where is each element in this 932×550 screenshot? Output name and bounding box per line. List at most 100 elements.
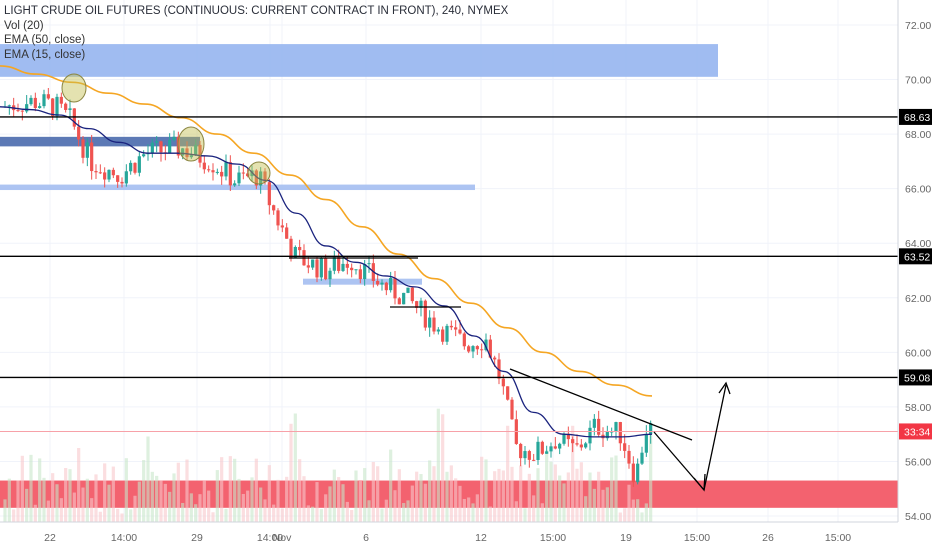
candle-body (462, 333, 466, 347)
volume-bar (532, 495, 536, 522)
volume-bar (181, 502, 185, 522)
candle-body (545, 451, 549, 454)
volume-bar (163, 483, 167, 522)
candle-body (523, 451, 527, 459)
x-tick-label: 15:00 (684, 532, 710, 544)
candle-body (350, 267, 354, 271)
volume-bar (215, 470, 219, 522)
x-tick-label: Nov (273, 532, 292, 544)
candle-body (363, 264, 367, 280)
x-tick-label: 14:00 (111, 532, 137, 544)
volume-bar (341, 484, 345, 522)
volume-bar (536, 468, 540, 522)
volume-bars (3, 408, 653, 522)
candle-body (454, 327, 458, 330)
price-label-box (899, 108, 932, 125)
zone (0, 136, 200, 147)
candle-body (432, 317, 436, 332)
volume-bar (142, 460, 146, 522)
volume-bar (194, 504, 198, 522)
x-tick-label: 15:00 (540, 532, 566, 544)
volume-bar (410, 485, 414, 522)
volume-bar (592, 488, 596, 522)
volume-bar (358, 481, 362, 522)
volume-bar (415, 471, 419, 522)
y-tick-label: 56.00 (905, 456, 931, 468)
volume-bar (202, 480, 206, 522)
candle-body (584, 443, 588, 448)
volume-bar (111, 466, 115, 522)
candle-body (532, 459, 536, 461)
chart-title: LIGHT CRUDE OIL FUTURES (CONTINUOUS: CUR… (4, 5, 509, 17)
candle-body (311, 259, 315, 268)
volume-bar (454, 478, 458, 522)
volume-bar (562, 483, 566, 522)
volume-bar (332, 469, 336, 522)
volume-bar (484, 459, 488, 522)
candle-body (406, 287, 410, 293)
candle-body (103, 172, 107, 180)
volume-bar (367, 500, 371, 522)
volume-bar (103, 463, 107, 522)
volume-bar (402, 503, 406, 522)
volume-bar (627, 484, 631, 522)
candle-body (415, 301, 419, 308)
volume-bar (293, 413, 297, 522)
candle-body (68, 108, 72, 110)
candle-body (198, 144, 202, 163)
candle-body (111, 169, 115, 176)
indicator-ema50[interactable]: EMA (50, close) (4, 34, 86, 46)
volume-bar (475, 494, 479, 522)
candle-body (85, 142, 89, 158)
volume-bar (298, 459, 302, 522)
volume-bar (159, 480, 163, 522)
candle-body (588, 427, 592, 444)
volume-bar (168, 491, 172, 522)
volume-bar (436, 408, 440, 522)
volume-bar (319, 509, 323, 522)
candle-body (640, 452, 644, 464)
volume-bar (363, 468, 367, 522)
volume-bar (233, 458, 237, 522)
volume-bar (150, 471, 154, 522)
volume-bar (68, 469, 72, 522)
volume-bar (42, 477, 46, 522)
volume-bar (610, 457, 614, 522)
y-tick-label: 60.00 (905, 347, 931, 359)
grid (0, 0, 898, 522)
zone (0, 480, 898, 508)
volume-bar (618, 512, 622, 522)
volume-bar (553, 464, 557, 522)
volume-bar (306, 505, 310, 522)
trend-line-resistance (509, 368, 693, 441)
axis-background (898, 0, 932, 550)
volume-bar (575, 468, 579, 522)
price-label-box (899, 423, 932, 440)
candle-body (55, 96, 59, 117)
indicator-vol[interactable]: Vol (20) (4, 19, 44, 32)
candle-body (527, 451, 531, 460)
price-label: 33:34 (904, 426, 930, 438)
volume-bar (120, 513, 124, 522)
candle-body (506, 386, 510, 400)
indicator-ema15[interactable]: EMA (15, close) (4, 48, 86, 61)
candle-body (480, 349, 484, 351)
candle-body (220, 171, 224, 177)
candle-body (402, 292, 406, 305)
volume-bar (441, 414, 445, 522)
price-label: 63.52 (904, 251, 930, 263)
volume-bar (254, 458, 258, 522)
candle-body (558, 443, 562, 449)
candle-body (194, 144, 198, 156)
x-tick-label: 26 (762, 532, 774, 544)
candle-body (345, 263, 349, 268)
volume-bar (16, 480, 20, 522)
candle-body (129, 162, 133, 172)
candle-body (423, 300, 427, 328)
price-label: 59.08 (904, 372, 930, 384)
candle-body (224, 162, 228, 177)
volume-bar (328, 486, 332, 522)
candle-body (328, 270, 332, 280)
volume-bar (380, 508, 384, 522)
